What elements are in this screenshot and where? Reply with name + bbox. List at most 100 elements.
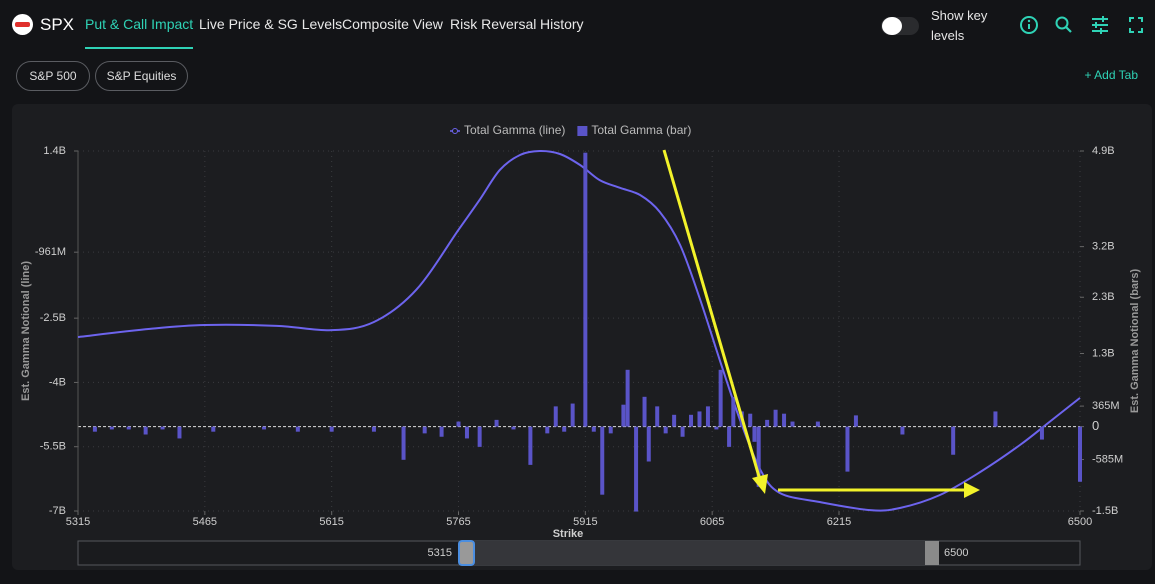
bar — [528, 426, 533, 465]
toolbar-icons — [1020, 16, 1143, 34]
bar — [92, 426, 97, 432]
tab[interactable]: Live Price & SG Levels — [199, 16, 343, 32]
bar — [600, 426, 605, 495]
y-tick-label: 1.4B — [43, 145, 66, 157]
bar — [494, 419, 499, 427]
x-tick-label: 5615 — [319, 516, 343, 528]
y2-tick-label: 3.2B — [1092, 241, 1115, 253]
legend-label: Total Gamma (line) — [464, 123, 565, 137]
toggle-knob — [882, 17, 902, 35]
bar — [718, 369, 723, 427]
slider-handle[interactable] — [925, 541, 939, 565]
bar — [625, 369, 630, 427]
fullscreen-icon[interactable] — [1129, 17, 1143, 33]
bar — [456, 421, 461, 427]
bar — [655, 406, 660, 427]
logo-mark — [15, 22, 30, 27]
bar — [371, 426, 376, 432]
x-tick-label: 6065 — [700, 516, 724, 528]
bar — [545, 426, 550, 434]
x-tick-label: 5315 — [66, 516, 90, 528]
bar — [1039, 426, 1044, 440]
bar — [422, 426, 427, 434]
bar — [993, 411, 998, 427]
x-tick-label: 5765 — [446, 516, 470, 528]
bar — [1078, 426, 1082, 482]
y2-tick-label: 4.9B — [1092, 145, 1115, 157]
slider-to: 6500 — [944, 547, 968, 559]
bar — [790, 421, 795, 427]
slider-handle[interactable] — [458, 540, 475, 566]
bar — [853, 415, 858, 427]
bar — [646, 426, 651, 462]
bar — [642, 396, 647, 427]
logo — [12, 14, 33, 35]
bar — [621, 404, 626, 427]
y2-tick-label: 1.3B — [1092, 347, 1115, 359]
y-tick-label: -961M — [35, 246, 66, 258]
bar — [727, 426, 732, 447]
bar — [477, 426, 482, 447]
tab[interactable]: Put & Call Impact — [85, 16, 194, 32]
chip[interactable]: S&P 500 — [16, 61, 90, 91]
bar — [756, 426, 761, 487]
bar — [815, 421, 820, 427]
brand: SPX — [40, 15, 75, 34]
bar — [845, 426, 850, 472]
x-tick-label: 6500 — [1068, 516, 1092, 528]
add-tab[interactable]: + Add Tab — [1084, 68, 1139, 82]
bar — [439, 426, 444, 437]
bar — [211, 426, 216, 432]
bar — [583, 152, 588, 427]
bar — [705, 406, 710, 427]
y-tick-label: -4B — [49, 376, 66, 388]
bar — [689, 414, 694, 427]
legend-label: Total Gamma (bar) — [591, 123, 691, 137]
search-icon[interactable] — [1055, 16, 1072, 33]
y-tick-label: -7B — [49, 505, 66, 517]
y2-tick-label: 0 — [1092, 418, 1099, 433]
bar — [401, 426, 406, 460]
x-tick-label: 5465 — [193, 516, 217, 528]
y2-tick-label: 2.3B — [1092, 291, 1115, 303]
tab[interactable]: History — [540, 16, 584, 32]
y2-tick-label: -585M — [1092, 453, 1123, 465]
bar — [177, 426, 182, 439]
legend-marker — [577, 126, 588, 136]
bar — [748, 413, 753, 427]
bar — [782, 413, 787, 427]
x-tick-label: 6215 — [827, 516, 851, 528]
y2-tick-label: 365M — [1092, 400, 1120, 412]
bar — [752, 426, 757, 442]
info-icon[interactable] — [1020, 16, 1038, 34]
bar — [672, 414, 677, 427]
slider-selection — [466, 541, 932, 565]
bar — [109, 426, 114, 430]
bar — [697, 411, 702, 427]
x-tick-label: 5915 — [573, 516, 597, 528]
line — [77, 149, 1081, 512]
bar — [295, 426, 300, 432]
y2-axis-label: Est. Gamma Notional (bars) — [1129, 269, 1141, 414]
x-axis-label: Strike — [553, 528, 584, 540]
toggle[interactable] — [881, 17, 919, 35]
bar — [160, 426, 165, 430]
y-tick-label: -5.5B — [40, 441, 66, 453]
range-slider[interactable]: 5315 6500 — [77, 540, 1081, 566]
settings-icon[interactable] — [1092, 16, 1108, 34]
y2-tick-label: -1.5B — [1092, 505, 1118, 517]
chip[interactable]: S&P Equities — [95, 61, 188, 91]
bar — [570, 403, 575, 427]
bar — [663, 426, 668, 434]
active-tab-underline — [85, 47, 193, 49]
bar — [731, 396, 736, 427]
chart-panel — [12, 104, 1152, 570]
tab[interactable]: Risk Reversal — [450, 16, 537, 32]
bar — [591, 426, 596, 432]
bar — [262, 426, 267, 430]
bar — [951, 426, 956, 455]
tab[interactable]: Composite View — [342, 16, 443, 32]
legend-marker — [452, 128, 458, 134]
